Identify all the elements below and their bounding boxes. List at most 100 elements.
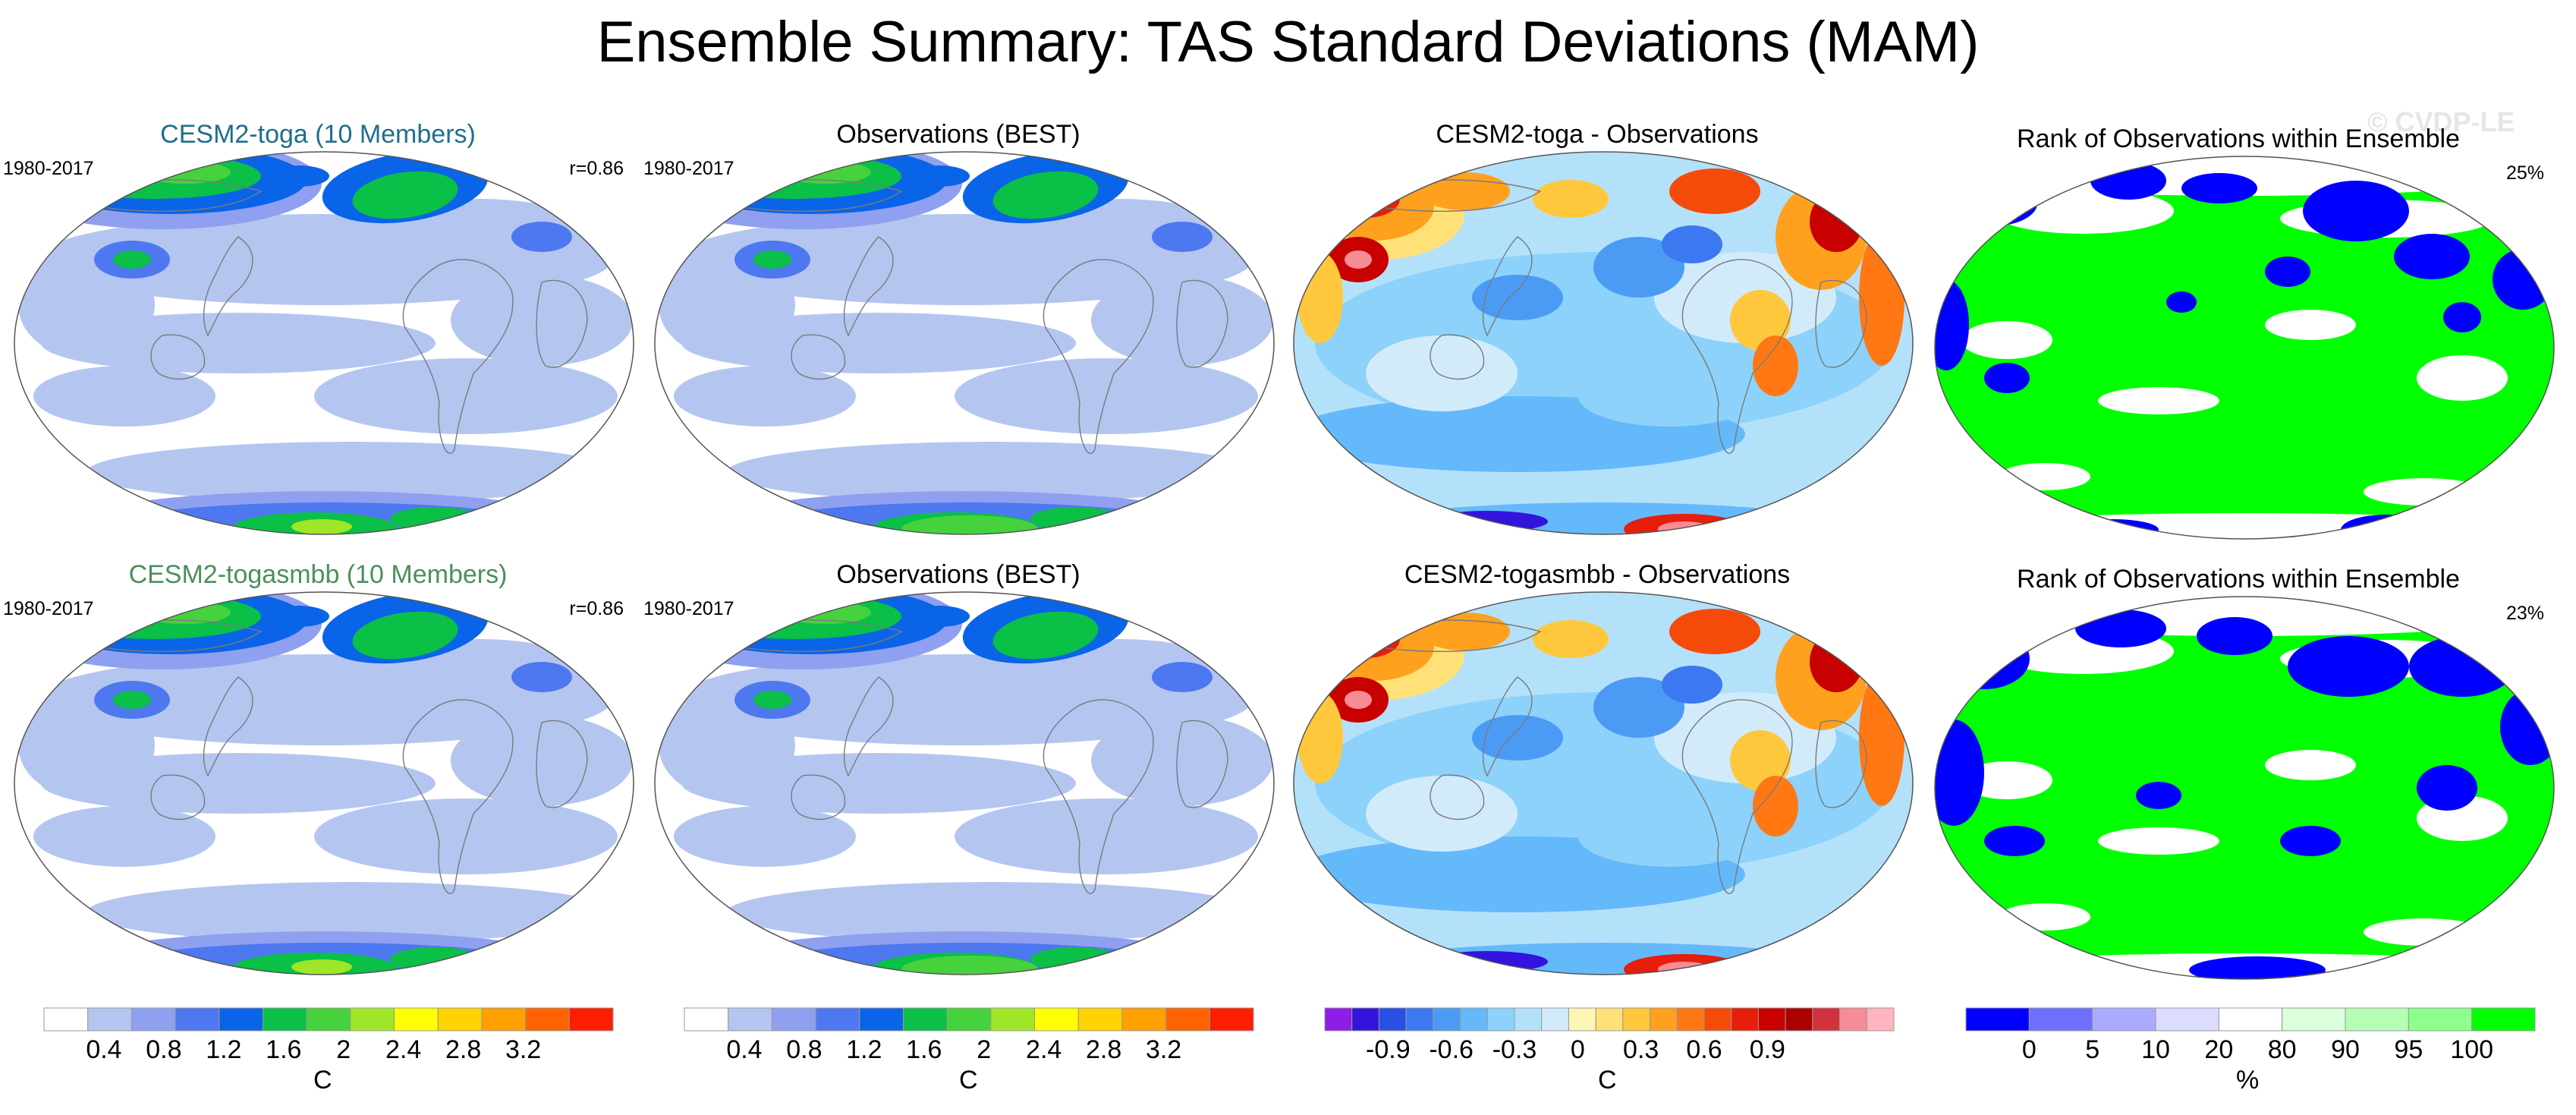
map-outline <box>14 591 634 975</box>
colorbar-swatch <box>437 1007 483 1032</box>
colorbar-swatch <box>1324 1007 1353 1032</box>
field-patch <box>1152 662 1213 692</box>
panel-cesm2-toga-diff: CESM2-toga - Observations <box>1282 120 1914 553</box>
field-patch <box>689 153 901 199</box>
rank-neutral-patch <box>1961 761 2052 799</box>
rank-low-patch <box>2280 826 2341 856</box>
rank-low-patch <box>2068 519 2159 539</box>
colorbar-tick-label: 1.2 <box>206 1035 241 1064</box>
colorbar-swatch <box>859 1007 904 1032</box>
field-patch <box>269 165 329 187</box>
rank-stat-label: 25% <box>2505 162 2544 184</box>
coastline <box>1681 699 1793 895</box>
field-patch <box>1419 613 1510 650</box>
map-outline <box>14 151 634 535</box>
colorbar-rank-graphic: 0 5 10 20 80 90 95 100 <box>1965 1007 2536 1064</box>
light-band <box>659 692 795 798</box>
colorbar-tick-label: 0.3 <box>1623 1035 1659 1064</box>
map-obs-sd-2 <box>654 591 1275 975</box>
rank-low-patch <box>2197 617 2272 655</box>
field-patch <box>1753 335 1798 396</box>
map-cesm2-togasmbb-diff <box>1293 591 1914 975</box>
light-band <box>86 882 618 943</box>
colorbar-swatch <box>2471 1007 2536 1032</box>
period-label: 1980-2017 <box>3 158 94 179</box>
field-patch <box>1669 609 1760 654</box>
field-patch <box>1859 229 1904 366</box>
rank-low-patch <box>2166 291 2197 313</box>
colorbar-swatch <box>175 1007 220 1032</box>
coastline <box>402 699 514 895</box>
light-band <box>674 806 856 867</box>
field-patch <box>352 611 458 660</box>
field-patch <box>1859 669 1904 806</box>
colorbar-unit: C <box>959 1066 978 1095</box>
coastline <box>402 259 514 455</box>
field-patch <box>1313 172 1434 241</box>
coastline <box>1482 236 1533 337</box>
colorbar-tick-label: 2.4 <box>1026 1035 1062 1064</box>
coastline <box>1176 279 1228 368</box>
panel-rank-toga: Rank of Observations within Ensemble 25% <box>1923 124 2555 557</box>
field-patch <box>909 606 970 627</box>
coastline <box>150 774 206 821</box>
rank-low-patch <box>2409 636 2515 697</box>
map-outline <box>654 591 1275 975</box>
rank-low-patch <box>1984 363 2030 393</box>
colorbar-tick-label: 95 <box>2394 1035 2423 1064</box>
field-patch <box>1152 222 1213 252</box>
field-patch <box>992 611 1099 660</box>
field-patch <box>689 594 901 639</box>
colorbar-tick-label: 10 <box>2141 1035 2170 1064</box>
field-patch <box>291 959 352 975</box>
light-band <box>1091 275 1273 366</box>
coastline <box>843 676 894 777</box>
light-band <box>674 366 856 427</box>
rank-low-patch <box>2075 609 2166 647</box>
colorbar-swatch <box>771 1007 816 1032</box>
field-patch <box>49 153 261 199</box>
light-band <box>659 252 795 358</box>
panel-rank-togasmbb: Rank of Observations within Ensemble 23% <box>1923 565 2555 997</box>
colorbar-swatch <box>43 1007 89 1032</box>
rank-low-patch <box>1984 826 2045 856</box>
map-rank-toga <box>1934 156 2555 540</box>
coastline <box>203 236 253 337</box>
correlation-label: r=0.86 <box>569 158 624 179</box>
period-label: 1980-2017 <box>643 598 734 619</box>
colorbar-swatch <box>1866 1007 1895 1032</box>
colorbar-swatch <box>815 1007 860 1032</box>
colorbar-swatch <box>1121 1007 1167 1032</box>
field-patch <box>1593 237 1684 298</box>
rank-low-patch <box>2303 181 2409 241</box>
colorbar-swatch <box>1433 1007 1461 1032</box>
panel-cesm2-togasmbb-diff: CESM2-togasmbb - Observations <box>1282 560 1914 993</box>
colorbar-tick-label: 0.9 <box>1750 1035 1785 1064</box>
colorbar-swatch <box>87 1007 132 1032</box>
rank-neutral-patch <box>1961 321 2052 359</box>
field-patch <box>291 519 352 534</box>
colorbar-swatch <box>990 1007 1036 1032</box>
colorbar-swatch <box>568 1007 614 1032</box>
colorbar-sd-2-graphic: 0.4 0.8 1.2 1.6 2 2.4 2.8 3.2 <box>684 1007 1254 1064</box>
field-patch <box>742 169 788 184</box>
map-outline <box>1293 591 1914 975</box>
colorbar-swatch <box>1486 1007 1515 1032</box>
panel-title: CESM2-togasmbb - Observations <box>1404 560 1791 589</box>
colorbar-swatch <box>1077 1007 1123 1032</box>
rank-low-patch <box>1946 181 2037 226</box>
light-band <box>18 252 155 358</box>
colorbar-swatch <box>1165 1007 1210 1032</box>
colorbar-tick-label: 0 <box>1571 1035 1585 1064</box>
field-patch <box>753 691 791 709</box>
map-outline <box>1293 151 1914 535</box>
rank-neutral-patch <box>2098 387 2219 414</box>
field-patch <box>901 515 1038 534</box>
rank-neutral-patch <box>1999 463 2090 490</box>
colorbar-swatch <box>394 1007 439 1032</box>
colorbar-tick-label: 0.8 <box>786 1035 822 1064</box>
field-patch <box>992 171 1099 219</box>
field-patch <box>1662 666 1722 704</box>
colorbar-tick-label: 3.2 <box>1146 1035 1181 1064</box>
colorbar-swatch <box>1541 1007 1569 1032</box>
